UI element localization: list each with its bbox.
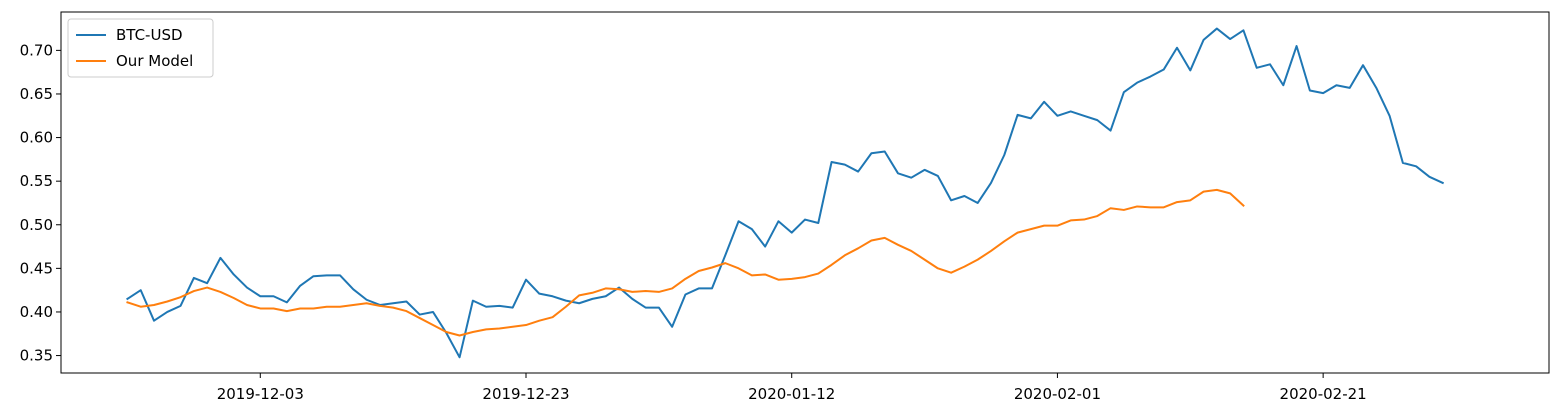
- legend-label: Our Model: [116, 52, 193, 70]
- y-tick-label: 0.55: [20, 172, 53, 190]
- series-line-btc-usd: [126, 27, 1445, 359]
- y-tick-label: 0.50: [20, 216, 53, 234]
- x-tick-label: 2019-12-03: [217, 385, 304, 403]
- series-line-our-model: [126, 188, 1245, 337]
- y-tick-label: 0.65: [20, 85, 53, 103]
- x-tick-label: 2020-01-12: [748, 385, 835, 403]
- y-tick-label: 0.45: [20, 259, 53, 277]
- legend: BTC-USD Our Model: [67, 18, 214, 78]
- series-layer: [126, 27, 1445, 359]
- x-tick-label: 2020-02-21: [1280, 385, 1367, 403]
- y-tick-label: 0.35: [20, 347, 53, 365]
- y-tick-label: 0.70: [20, 41, 53, 59]
- x-tick-label: 2019-12-23: [482, 385, 569, 403]
- y-axis: 0.35 0.40 0.45 0.50 0.55 0.60 0.65 0.70: [20, 41, 61, 365]
- y-tick-label: 0.60: [20, 129, 53, 147]
- y-tick-label: 0.40: [20, 303, 53, 321]
- legend-label: BTC-USD: [116, 26, 183, 44]
- x-tick-label: 2020-02-01: [1014, 385, 1101, 403]
- legend-box: [67, 18, 214, 78]
- plot-frame: [60, 11, 1550, 374]
- x-axis: 2019-12-03 2019-12-23 2020-01-12 2020-02-01…: [217, 373, 1367, 403]
